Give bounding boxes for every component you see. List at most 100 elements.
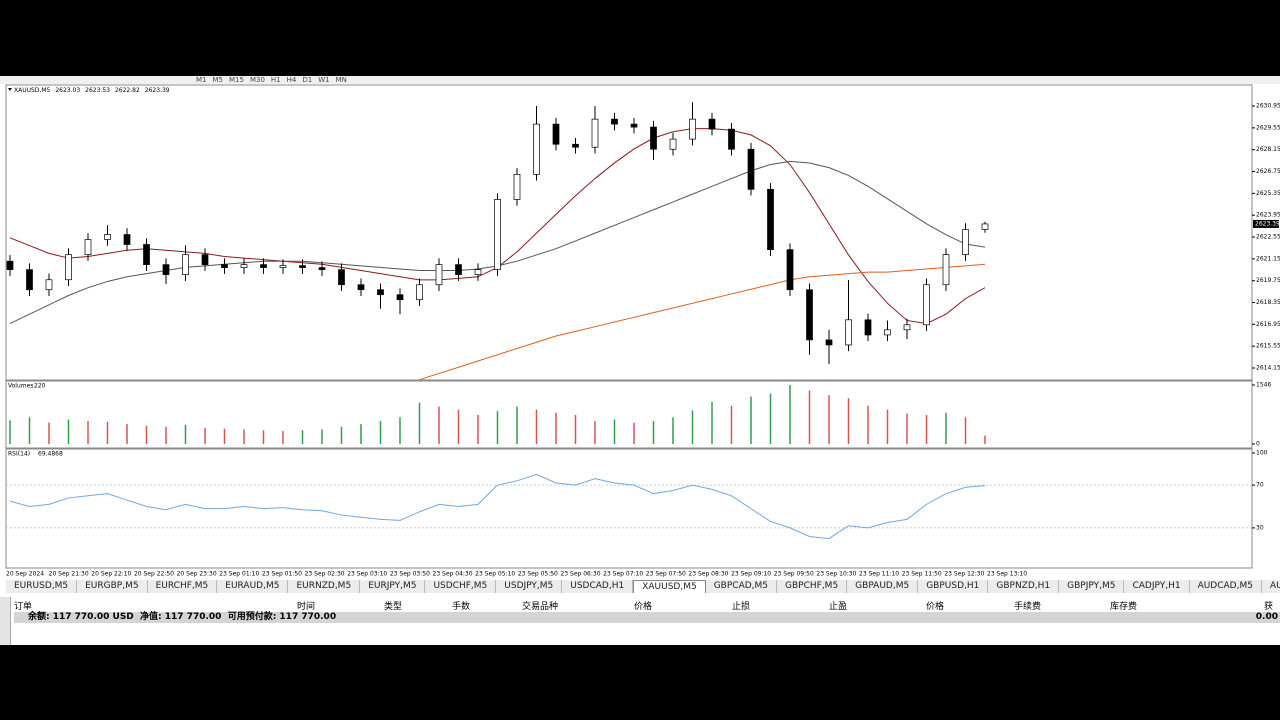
- symbol-tab[interactable]: AUDCAD,M5: [1189, 580, 1262, 593]
- symbol-tab[interactable]: EURCHF,M5: [147, 580, 218, 593]
- x-tick-label: 20 Sep 21:30: [49, 571, 89, 578]
- rsi-panel: [5, 448, 1253, 569]
- toolbar: M1 M5 M15 M30 H1 H4 D1 W1 MN: [0, 76, 1280, 84]
- timeframe-button[interactable]: M15: [229, 76, 244, 84]
- symbol-tab[interactable]: USDCAD,H1: [562, 580, 634, 593]
- profit: 0.00: [1255, 612, 1278, 622]
- y-tick-label: 2618.35: [1256, 299, 1280, 306]
- x-tick-label: 20 Sep 2024: [6, 571, 44, 578]
- x-tick-label: 23 Sep 07:50: [646, 571, 686, 578]
- x-tick-label: 23 Sep 06:30: [560, 571, 600, 578]
- x-tick-label: 23 Sep 07:10: [603, 571, 643, 578]
- terminal-window: M1 M5 M15 M30 H1 H4 D1 W1 MN 2630.95 2629.55 2628.…: [0, 76, 1280, 645]
- column-header[interactable]: 时间: [297, 602, 316, 612]
- ohlc-value: 2623.39: [145, 87, 170, 94]
- candle-body: [455, 264, 462, 275]
- candle-body: [201, 254, 209, 265]
- candle-body: [123, 234, 131, 245]
- column-header[interactable]: 类型: [384, 602, 403, 612]
- symbol: XAUUSD,M5: [14, 87, 51, 94]
- candle-body: [435, 264, 443, 286]
- volume-panel: [5, 380, 1253, 449]
- candle-body: [611, 118, 618, 125]
- column-header[interactable]: 手数: [452, 602, 471, 612]
- symbol-tab[interactable]: GBPAUD,M5: [847, 580, 919, 593]
- symbol-tab[interactable]: EURAUD,M5: [217, 580, 289, 593]
- timeframe-button[interactable]: H1: [270, 76, 281, 84]
- candle-body: [786, 249, 794, 291]
- y-tick-label: 1546: [1256, 382, 1271, 389]
- candle-body: [650, 126, 657, 150]
- x-tick-label: 23 Sep 04:30: [433, 571, 473, 578]
- symbol-tab[interactable]: GBPCAD,M5: [705, 580, 778, 593]
- timeframe-button[interactable]: W1: [318, 76, 330, 84]
- candle-body: [221, 264, 228, 268]
- symbol-tab[interactable]: GBPJPY,M5: [1059, 580, 1125, 593]
- y-tick-label: 2616.95: [1256, 321, 1280, 328]
- x-tick-label: 23 Sep 05:50: [518, 571, 558, 578]
- x-tick-label: 23 Sep 03:50: [390, 571, 430, 578]
- x-tick-label: 23 Sep 09:50: [774, 571, 814, 578]
- column-header[interactable]: 手续费: [1014, 602, 1042, 612]
- candle-body: [552, 123, 560, 145]
- panel-title: Volumes: [8, 383, 33, 390]
- candle-body: [689, 118, 696, 140]
- y-tick-label: 2625.35: [1256, 190, 1280, 197]
- column-header[interactable]: 止盈: [829, 602, 848, 612]
- symbol-tab[interactable]: GBPNZD,H1: [988, 580, 1060, 593]
- symbol-tabs: EURUSD,M5 EURGBP,M5 EURCHF,M5 EURAUD,M5 EURN…: [6, 580, 1280, 593]
- x-tick-label: 23 Sep 10:30: [816, 571, 856, 578]
- symbol-tab[interactable]: EURUSD,M5: [6, 580, 78, 593]
- symbol-tab[interactable]: EURJPY,M5: [360, 580, 426, 593]
- symbol-tab[interactable]: EURNZD,M5: [288, 580, 361, 593]
- x-tick-label: 23 Sep 11:10: [859, 571, 899, 578]
- timeframe-button[interactable]: H4: [286, 76, 297, 84]
- y-tick-label: 100: [1256, 450, 1268, 457]
- symbol-tab[interactable]: GBPCHF,M5: [777, 580, 848, 593]
- candle-body: [279, 265, 287, 268]
- symbol-tab[interactable]: USDJPY,M5: [496, 580, 563, 593]
- x-tick-label: 20 Sep 22:50: [134, 571, 174, 578]
- x-tick-label: 20 Sep 22:10: [91, 571, 131, 578]
- candle-body: [65, 254, 72, 281]
- candle-body: [396, 294, 404, 301]
- rsi-value: 69.4868: [38, 451, 63, 458]
- timeframe-button[interactable]: MN: [335, 76, 347, 84]
- x-tick-label: 23 Sep 08:30: [688, 571, 728, 578]
- column-header[interactable]: 库存费: [1110, 602, 1138, 612]
- symbol-tab[interactable]: USDCHF,M5: [425, 580, 497, 593]
- timeframe-button[interactable]: M5: [212, 76, 224, 84]
- candle-body: [591, 118, 599, 148]
- candle-body: [630, 123, 638, 128]
- candle-body: [923, 284, 930, 326]
- current-price-box: [1253, 219, 1279, 228]
- y-tick-label: 2614.15: [1256, 364, 1280, 371]
- symbol-tab[interactable]: AUDJPY,M5: [1261, 580, 1280, 593]
- symbol-tab[interactable]: GBPUSD,H1: [918, 580, 989, 593]
- timeframe-button[interactable]: D1: [302, 76, 313, 84]
- y-tick-label: 2630.95: [1256, 103, 1280, 110]
- candle-body: [728, 128, 735, 150]
- candle-body: [708, 118, 716, 130]
- chart-header: XAUUSD,M5 2623.03 2623.53 2622.82 2623.39: [14, 87, 170, 94]
- ohlc-value: 2623.03: [55, 87, 80, 94]
- column-header[interactable]: 交易品种: [522, 602, 559, 612]
- column-header[interactable]: 止损: [732, 602, 751, 612]
- candle-body: [143, 244, 150, 265]
- column-header[interactable]: 订单: [14, 602, 33, 612]
- symbol-tab[interactable]: CADJPY,H1: [1124, 580, 1190, 593]
- timeframe-button[interactable]: M30: [249, 76, 265, 84]
- candle-body: [825, 339, 833, 346]
- symbol-tab[interactable]: EURGBP,M5: [77, 580, 148, 593]
- column-header[interactable]: 价格: [634, 602, 653, 612]
- symbol-tab[interactable]: XAUUSD,M5: [633, 580, 706, 593]
- column-header[interactable]: 价格: [926, 602, 945, 612]
- timeframe-button[interactable]: M1: [196, 76, 207, 84]
- candle-body: [240, 264, 248, 268]
- y-tick-label: 2621.15: [1256, 255, 1280, 262]
- candle-body: [104, 234, 111, 240]
- candle-body: [474, 269, 482, 275]
- candle-body: [318, 267, 326, 270]
- y-tick-label: 30: [1256, 524, 1264, 531]
